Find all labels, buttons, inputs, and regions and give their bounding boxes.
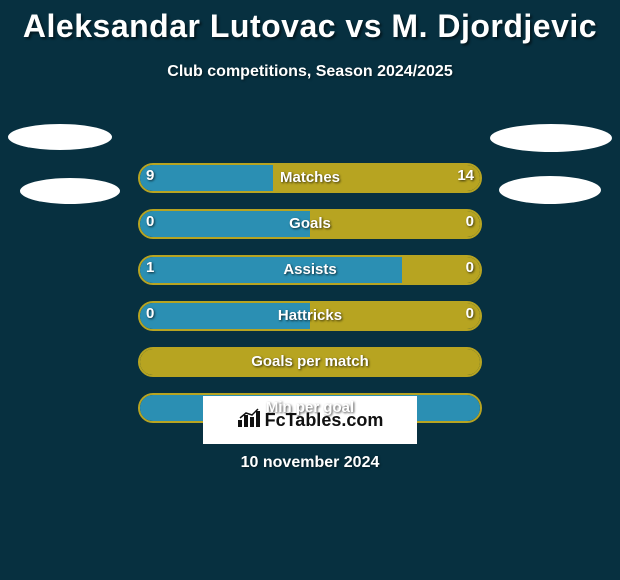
- stat-row: 0 0Goals: [0, 209, 620, 255]
- stat-bar-track: Hattricks: [138, 301, 482, 331]
- stat-row: 0 0Hattricks: [0, 301, 620, 347]
- stat-bar-fill-player2: [273, 165, 480, 191]
- page-title: Aleksandar Lutovac vs M. Djordjevic: [0, 0, 620, 45]
- stat-row: 1 0Assists: [0, 255, 620, 301]
- stat-bar-track: Matches: [138, 163, 482, 193]
- stat-bar-fill-player2: [310, 303, 480, 329]
- logo-text: FcTables.com: [265, 410, 384, 431]
- stat-bar-fill-player1: [140, 165, 273, 191]
- page-subtitle: Club competitions, Season 2024/2025: [0, 63, 620, 81]
- stat-bar-fill-player1: [140, 303, 310, 329]
- player-ellipse: [8, 124, 112, 150]
- stat-bar-track: Assists: [138, 255, 482, 285]
- footer-date: 10 november 2024: [0, 454, 620, 472]
- stat-value-player2: 0: [466, 209, 474, 239]
- stat-row: Goals per match: [0, 347, 620, 393]
- player-ellipse: [490, 124, 612, 152]
- stat-value-player1: 9: [146, 163, 154, 193]
- stat-value-player1: 1: [146, 255, 154, 285]
- stat-bar-fill-player2: [140, 349, 480, 375]
- stat-value-player2: 0: [466, 255, 474, 285]
- stat-bar-fill-player1: [140, 257, 402, 283]
- logo-chart-icon: [237, 408, 261, 433]
- stat-bar-fill-player1: [140, 211, 310, 237]
- logo-box: FcTables.com: [203, 396, 417, 444]
- stat-value-player2: 0: [466, 301, 474, 331]
- stat-value-player1: 0: [146, 301, 154, 331]
- stat-bar-fill-player2: [310, 211, 480, 237]
- stat-bar-track: Goals per match: [138, 347, 482, 377]
- stat-value-player1: 0: [146, 209, 154, 239]
- stat-value-player2: 14: [457, 163, 474, 193]
- stat-row: 9 14Matches: [0, 163, 620, 209]
- stat-bar-track: Goals: [138, 209, 482, 239]
